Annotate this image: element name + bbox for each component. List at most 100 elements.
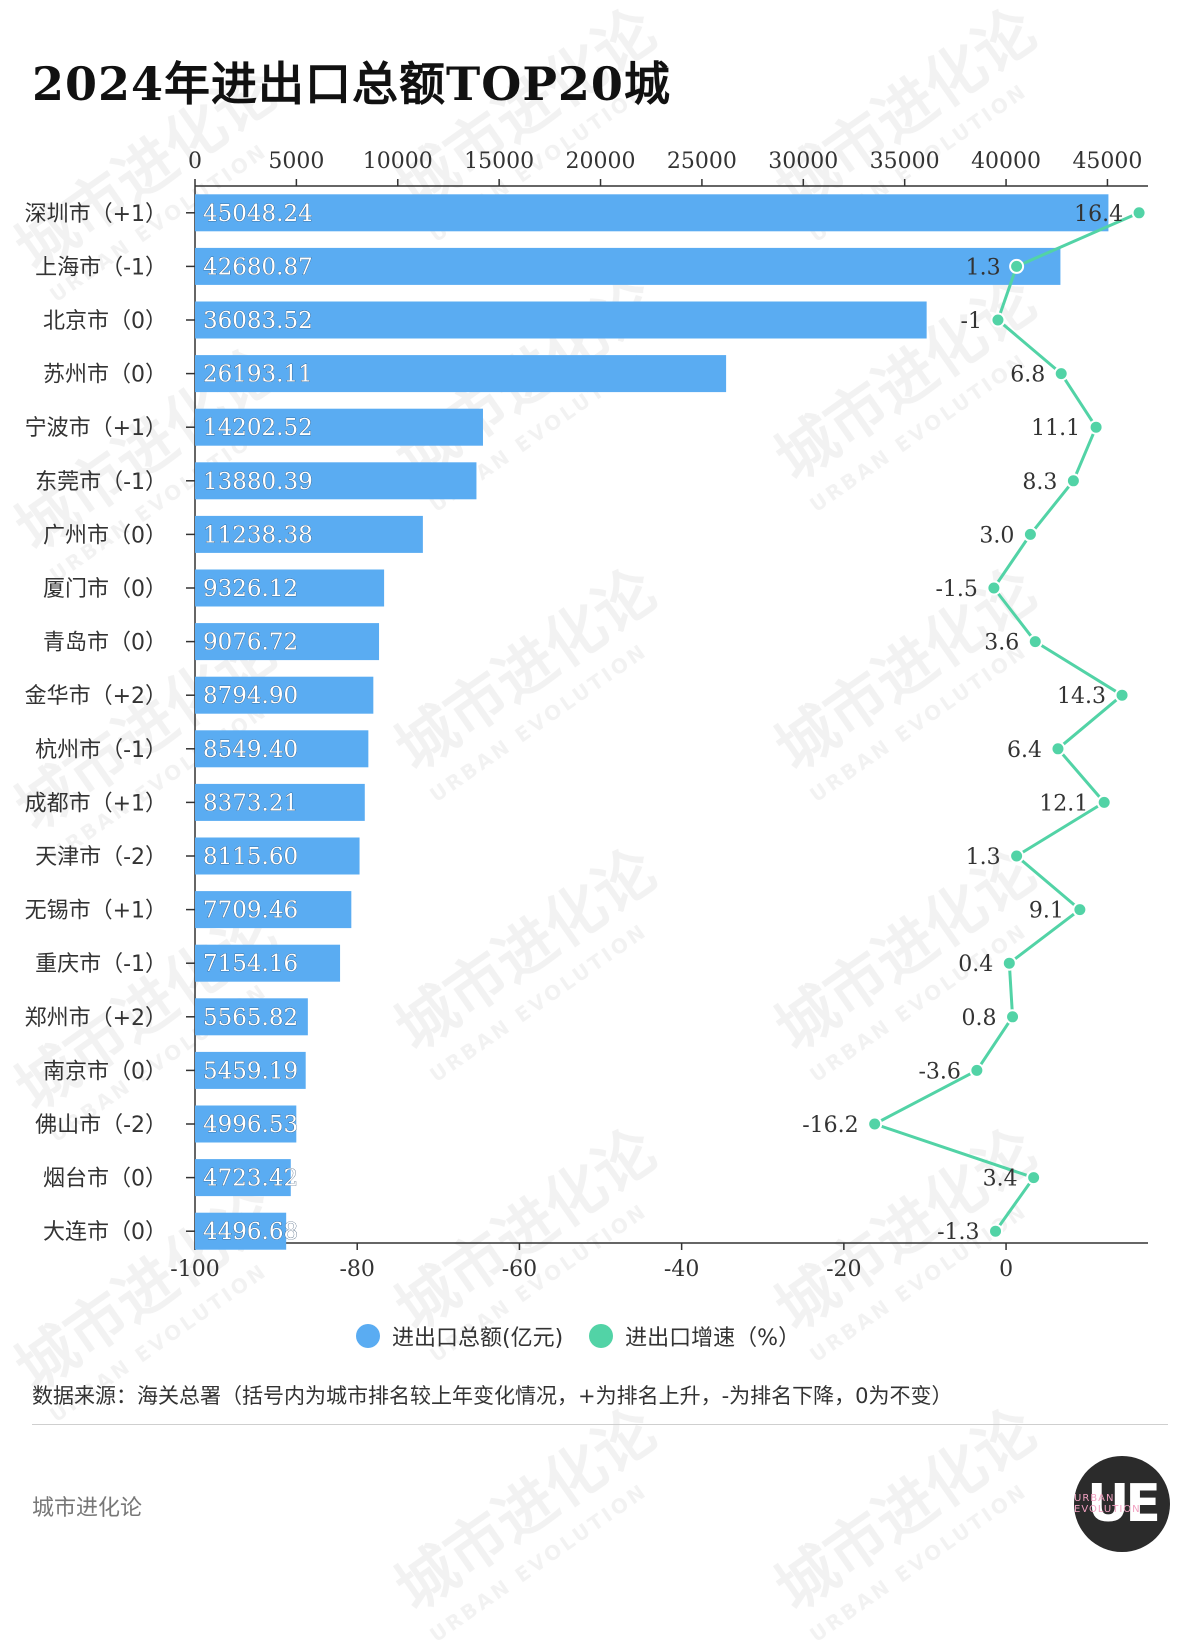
legend-item-total[interactable]: 进出口总额(亿元) bbox=[356, 1320, 563, 1352]
category-label: 厦门市（0） bbox=[43, 577, 167, 602]
growth-point bbox=[1088, 419, 1104, 435]
growth-value-label: -1.3 bbox=[937, 1220, 979, 1245]
logo-text: URBAN EVOLUTION bbox=[1074, 1493, 1141, 1515]
category-label: 金华市（+2） bbox=[25, 684, 167, 709]
top-axis-tick-label: 25000 bbox=[667, 149, 737, 174]
bar-value-label: 36083.52 bbox=[203, 308, 313, 334]
bar bbox=[195, 1105, 297, 1143]
bottom-axis-tick-label: -80 bbox=[339, 1257, 374, 1282]
category-label: 广州市（0） bbox=[43, 523, 167, 548]
top-axis-tick-label: 30000 bbox=[768, 149, 838, 174]
growth-point bbox=[1026, 1170, 1042, 1186]
bar bbox=[195, 837, 360, 875]
growth-value-label: 6.4 bbox=[1007, 738, 1042, 763]
category-label: 上海市（-1） bbox=[35, 255, 167, 280]
growth-point bbox=[1022, 526, 1038, 542]
bar-value-label: 4496.68 bbox=[203, 1219, 298, 1245]
bottom-axis-tick-label: -40 bbox=[664, 1257, 699, 1282]
bar bbox=[195, 891, 352, 929]
growth-value-label: 3.4 bbox=[983, 1167, 1018, 1192]
growth-value-label: 6.8 bbox=[1010, 363, 1045, 388]
growth-value-label: -1 bbox=[961, 309, 982, 334]
top-axis-tick-label: 45000 bbox=[1072, 149, 1142, 174]
bar-value-label: 45048.24 bbox=[203, 201, 313, 227]
bar-value-label: 9326.12 bbox=[203, 576, 298, 602]
top-axis-tick-label: 5000 bbox=[268, 149, 324, 174]
legend: 进出口总额(亿元) 进出口增速（%） bbox=[356, 1320, 800, 1352]
growth-value-label: 9.1 bbox=[1029, 899, 1064, 924]
growth-point bbox=[1053, 366, 1069, 382]
bar bbox=[195, 515, 423, 553]
bar bbox=[195, 194, 1109, 232]
top-axis-tick-label: 0 bbox=[188, 149, 202, 174]
bar bbox=[195, 247, 1061, 285]
legend-label-growth: 进出口增速（%） bbox=[625, 1326, 801, 1351]
legend-dot-bar bbox=[356, 1324, 380, 1348]
growth-value-label: 3.6 bbox=[984, 631, 1019, 656]
growth-value-label: 8.3 bbox=[1022, 470, 1057, 495]
bar-value-label: 7154.16 bbox=[203, 951, 298, 977]
growth-value-label: -16.2 bbox=[802, 1113, 858, 1138]
category-label: 郑州市（+2） bbox=[25, 1006, 167, 1031]
category-label: 青岛市（0） bbox=[43, 631, 167, 656]
bar bbox=[195, 408, 483, 446]
category-label: 苏州市（0） bbox=[43, 363, 167, 388]
growth-point bbox=[986, 580, 1002, 596]
category-label: 南京市（0） bbox=[43, 1059, 167, 1084]
divider bbox=[32, 1424, 1168, 1425]
bar bbox=[195, 1159, 291, 1197]
growth-point bbox=[1131, 205, 1147, 221]
category-label: 东莞市（-1） bbox=[35, 470, 167, 495]
legend-item-growth[interactable]: 进出口增速（%） bbox=[589, 1320, 800, 1352]
growth-value-label: 11.1 bbox=[1031, 416, 1080, 441]
chart-title: 2024年进出口总额TOP20城 bbox=[32, 57, 671, 111]
bottom-axis-tick-label: -100 bbox=[170, 1257, 219, 1282]
growth-point bbox=[1072, 902, 1088, 918]
bottom-axis-tick-label: -60 bbox=[502, 1257, 537, 1282]
bar-value-label: 9076.72 bbox=[203, 630, 298, 656]
legend-label-total: 进出口总额(亿元) bbox=[392, 1326, 564, 1351]
growth-value-label: 12.1 bbox=[1039, 791, 1088, 816]
category-label: 杭州市（-1） bbox=[35, 738, 167, 763]
growth-point bbox=[1114, 687, 1130, 703]
bottom-axis-tick-label: -20 bbox=[826, 1257, 861, 1282]
bar bbox=[195, 355, 727, 393]
top-axis-tick-label: 40000 bbox=[971, 149, 1041, 174]
growth-value-label: 1.3 bbox=[966, 845, 1001, 870]
growth-point bbox=[969, 1062, 985, 1078]
combo-chart: 0 5000 10000 15000 20000 25000 30000 35000 40000… bbox=[25, 149, 1148, 1282]
category-label: 天津市（-2） bbox=[35, 845, 167, 870]
bar-value-label: 8549.40 bbox=[203, 737, 298, 763]
top-axis-tick-label: 35000 bbox=[870, 149, 940, 174]
bar bbox=[195, 623, 380, 661]
category-label: 大连市（0） bbox=[43, 1220, 167, 1245]
bar-value-label: 8373.21 bbox=[203, 790, 298, 816]
category-label: 佛山市（-2） bbox=[35, 1113, 167, 1138]
bar bbox=[195, 462, 477, 500]
bar-value-label: 13880.39 bbox=[203, 469, 313, 495]
footer-brand: 城市进化论 bbox=[32, 1496, 143, 1521]
bar bbox=[195, 730, 369, 768]
top-axis-tick-label: 20000 bbox=[566, 149, 636, 174]
growth-point bbox=[988, 1223, 1004, 1239]
bar bbox=[195, 301, 927, 339]
bar bbox=[195, 944, 341, 982]
bar-value-label: 4723.42 bbox=[203, 1166, 298, 1192]
bar-value-label: 5565.82 bbox=[203, 1005, 298, 1031]
brand-logo: UE URBAN EVOLUTION bbox=[1074, 1456, 1170, 1552]
growth-point bbox=[1096, 794, 1112, 810]
top-axis-tick-label: 15000 bbox=[464, 149, 534, 174]
category-label: 北京市（0） bbox=[43, 309, 167, 334]
growth-point bbox=[1009, 848, 1025, 864]
growth-value-label: 0.8 bbox=[962, 1006, 997, 1031]
bar bbox=[195, 998, 308, 1036]
growth-point bbox=[1027, 634, 1043, 650]
category-label: 重庆市（-1） bbox=[35, 952, 167, 977]
bar bbox=[195, 676, 374, 714]
category-label: 深圳市（+1） bbox=[25, 202, 167, 227]
growth-point bbox=[1050, 741, 1066, 757]
category-label: 成都市（+1） bbox=[25, 791, 167, 816]
logo-mark: UE bbox=[1087, 1474, 1161, 1534]
bar-value-label: 42680.87 bbox=[203, 254, 313, 280]
bar-value-label: 26193.11 bbox=[203, 362, 313, 388]
